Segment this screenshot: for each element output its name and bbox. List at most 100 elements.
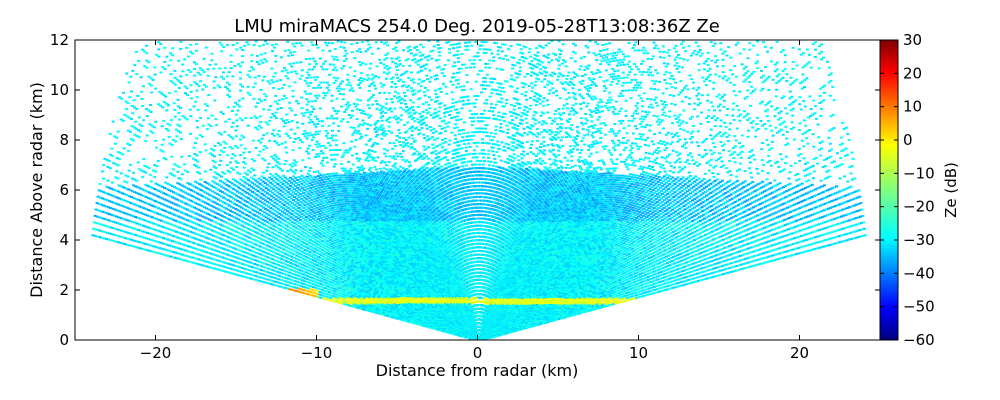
radar-cell: [823, 233, 827, 236]
radar-cell: [609, 219, 613, 222]
radar-cell: [834, 242, 837, 245]
radar-cell: [674, 178, 678, 181]
radar-cell: [718, 244, 722, 247]
radar-cell: [574, 254, 578, 257]
radar-cell: [591, 292, 595, 295]
radar-cell: [786, 223, 790, 225]
radar-cell: [611, 240, 615, 243]
radar-cell: [780, 251, 784, 254]
radar-cell: [734, 205, 738, 208]
radar-cell: [820, 100, 824, 103]
radar-cell: [750, 186, 754, 189]
radar-cell: [846, 132, 850, 135]
radar-cell: [587, 310, 591, 312]
radar-cell: [795, 191, 799, 194]
radar-cell: [647, 269, 651, 272]
radar-cell: [607, 235, 611, 238]
radar-cell: [718, 248, 722, 251]
radar-cell: [651, 218, 654, 221]
radar-cell: [632, 209, 636, 212]
radar-cell: [583, 259, 587, 262]
radar-cell: [771, 218, 775, 221]
radar-cell: [728, 189, 732, 192]
radar-cell: [655, 226, 659, 229]
radar-cell: [677, 274, 681, 277]
radar-cell: [828, 231, 831, 234]
radar-cell: [638, 287, 642, 290]
radar-cell: [689, 175, 692, 177]
radar-cell: [552, 300, 556, 303]
radar-cell: [827, 81, 831, 84]
radar-cell: [632, 232, 635, 235]
radar-cell: [658, 202, 662, 205]
radar-cell: [626, 239, 630, 242]
radar-cell: [624, 287, 628, 289]
radar-cell: [597, 236, 601, 239]
radar-cell: [630, 236, 634, 239]
radar-cell: [718, 231, 722, 234]
radar-cell: [585, 264, 589, 267]
radar-cell: [560, 283, 564, 286]
radar-cell: [620, 295, 624, 298]
radar-cell: [677, 246, 681, 249]
radar-cell: [743, 257, 747, 260]
radar-cell: [616, 216, 620, 219]
radar-cell: [586, 270, 590, 273]
radar-cell: [593, 302, 597, 305]
radar-cell: [547, 291, 551, 294]
radar-cell: [668, 236, 672, 239]
radar-cell: [655, 236, 659, 239]
radar-cell: [708, 276, 712, 279]
radar-cell: [637, 231, 640, 234]
radar-cell: [674, 286, 677, 289]
radar-cell: [605, 231, 609, 234]
radar-cell: [645, 270, 649, 273]
radar-cell: [653, 202, 657, 205]
radar-cell: [715, 228, 719, 231]
radar-cell: [556, 299, 560, 302]
radar-cell: [682, 276, 686, 279]
radar-cell: [588, 289, 592, 292]
radar-cell: [851, 157, 855, 160]
radar-cell: [724, 228, 728, 231]
radar-cell: [599, 298, 603, 300]
radar-cell: [541, 322, 545, 325]
radar-cell: [738, 113, 742, 116]
radar-cell: [680, 189, 684, 192]
radar-cell: [555, 292, 559, 294]
radar-cell: [538, 288, 542, 291]
radar-cell: [713, 189, 717, 192]
radar-cell: [567, 289, 570, 292]
radar-cell: [730, 230, 734, 233]
radar-cell: [649, 190, 653, 193]
radar-cell: [770, 191, 774, 194]
radar-cell: [633, 204, 637, 207]
radar-cell: [587, 263, 591, 266]
radar-cell: [686, 159, 690, 162]
radar-cell: [705, 228, 709, 231]
radar-cell: [565, 258, 568, 261]
radar-cell: [617, 263, 621, 266]
radar-cell: [747, 208, 751, 211]
radar-cell: [670, 249, 674, 252]
radar-cell: [620, 291, 624, 293]
radar-cell: [680, 198, 684, 201]
radar-cell: [566, 268, 570, 271]
radar-cell: [758, 203, 762, 206]
radar-cell: [772, 243, 776, 246]
radar-cell: [693, 189, 697, 192]
radar-cell: [818, 102, 822, 105]
radar-cell: [821, 221, 825, 224]
radar-cell: [636, 222, 640, 225]
radar-cell: [777, 165, 781, 168]
radar-cell: [565, 293, 569, 296]
radar-cell: [817, 223, 821, 226]
radar-cell: [582, 241, 586, 244]
radar-cell: [639, 242, 643, 245]
radar-cell: [566, 301, 570, 304]
radar-cell: [749, 207, 753, 210]
radar-cell: [666, 200, 670, 203]
radar-cell: [561, 278, 565, 281]
radar-cell: [669, 213, 673, 216]
radar-cell: [675, 261, 679, 264]
